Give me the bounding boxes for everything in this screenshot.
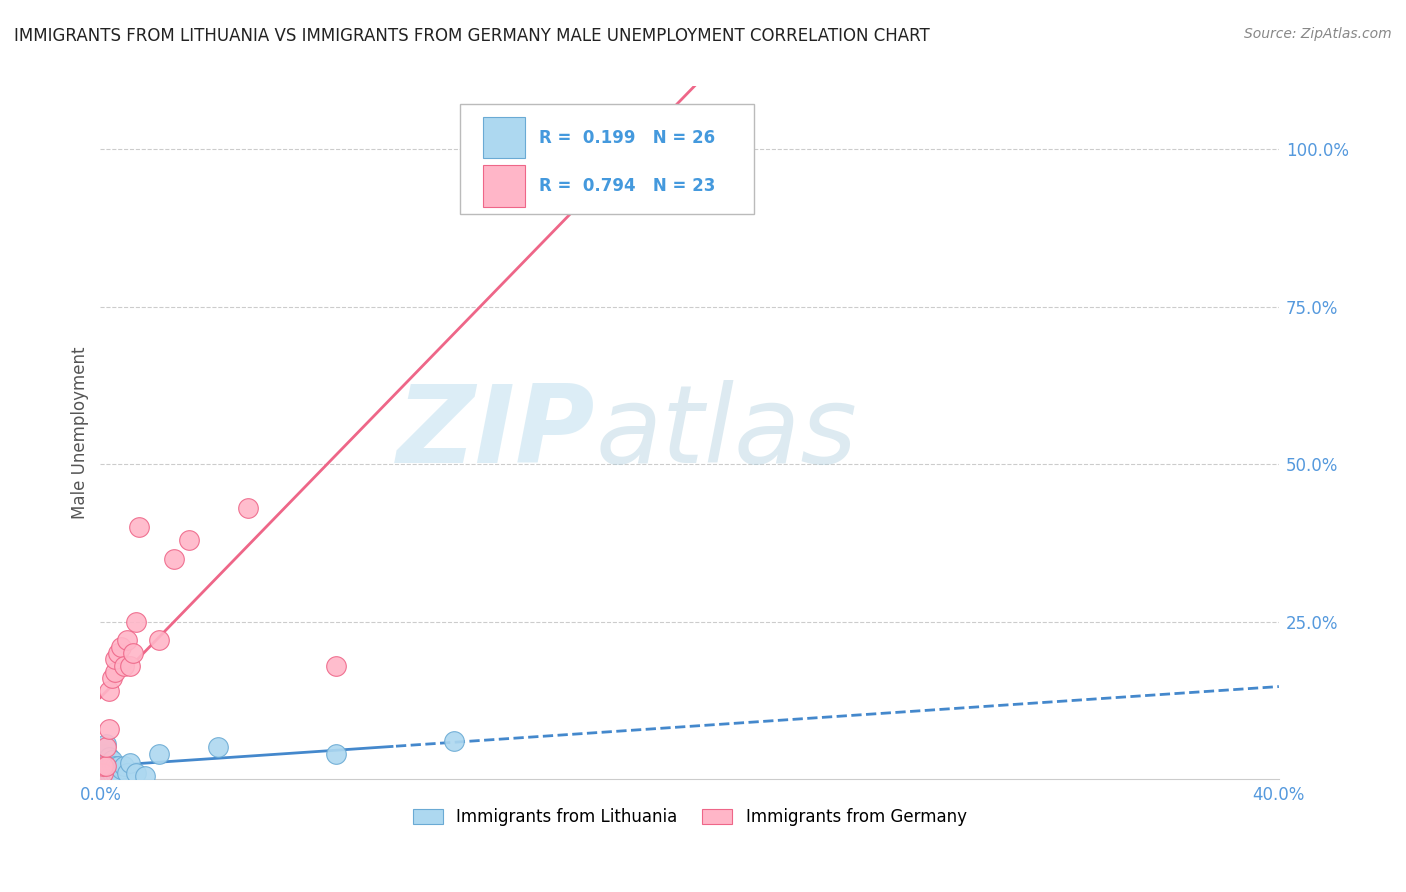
- Point: [112, 759, 135, 773]
- Text: R =  0.794   N = 23: R = 0.794 N = 23: [538, 178, 716, 195]
- Y-axis label: Male Unemployment: Male Unemployment: [72, 346, 89, 519]
- Point: [91, 759, 114, 773]
- Point: [104, 765, 127, 780]
- Point: [118, 756, 141, 771]
- Point: [121, 646, 143, 660]
- Point: [98, 722, 121, 736]
- Point: [134, 769, 156, 783]
- FancyBboxPatch shape: [484, 165, 524, 207]
- Text: IMMIGRANTS FROM LITHUANIA VS IMMIGRANTS FROM GERMANY MALE UNEMPLOYMENT CORRELATI: IMMIGRANTS FROM LITHUANIA VS IMMIGRANTS …: [14, 27, 929, 45]
- Point: [91, 759, 114, 773]
- Text: ZIP: ZIP: [396, 380, 595, 485]
- Point: [107, 646, 129, 660]
- Point: [177, 533, 200, 547]
- Point: [101, 765, 124, 780]
- Point: [91, 747, 114, 761]
- Point: [101, 759, 124, 773]
- Point: [112, 658, 135, 673]
- Point: [101, 671, 124, 685]
- Point: [207, 740, 229, 755]
- Point: [125, 615, 148, 629]
- Point: [96, 737, 118, 751]
- FancyBboxPatch shape: [484, 117, 524, 159]
- Point: [91, 753, 114, 767]
- Point: [325, 658, 347, 673]
- Point: [91, 765, 114, 780]
- Point: [110, 640, 132, 654]
- Point: [96, 756, 118, 771]
- Point: [163, 551, 186, 566]
- Point: [125, 765, 148, 780]
- Text: Source: ZipAtlas.com: Source: ZipAtlas.com: [1244, 27, 1392, 41]
- Point: [104, 652, 127, 666]
- Point: [101, 753, 124, 767]
- Legend: Immigrants from Lithuania, Immigrants from Germany: Immigrants from Lithuania, Immigrants fr…: [406, 802, 973, 833]
- Point: [148, 747, 170, 761]
- Point: [443, 734, 465, 748]
- Point: [110, 763, 132, 777]
- Point: [115, 765, 138, 780]
- Point: [104, 759, 127, 773]
- Point: [96, 740, 118, 755]
- Text: atlas: atlas: [595, 380, 858, 485]
- Point: [107, 765, 129, 780]
- Point: [104, 665, 127, 679]
- Point: [96, 763, 118, 777]
- Point: [98, 759, 121, 773]
- Point: [107, 759, 129, 773]
- Point: [325, 747, 347, 761]
- Point: [96, 759, 118, 773]
- FancyBboxPatch shape: [460, 103, 755, 214]
- Point: [98, 765, 121, 780]
- Point: [128, 520, 150, 534]
- Point: [148, 633, 170, 648]
- Text: R =  0.199   N = 26: R = 0.199 N = 26: [538, 128, 714, 146]
- Point: [118, 658, 141, 673]
- Point: [591, 123, 613, 137]
- Point: [98, 683, 121, 698]
- Point: [115, 633, 138, 648]
- Point: [236, 501, 259, 516]
- Point: [98, 750, 121, 764]
